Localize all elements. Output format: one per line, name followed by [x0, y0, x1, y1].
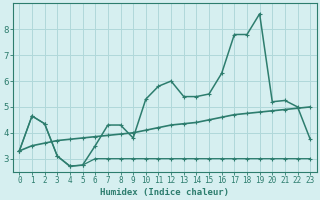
X-axis label: Humidex (Indice chaleur): Humidex (Indice chaleur): [100, 188, 229, 197]
